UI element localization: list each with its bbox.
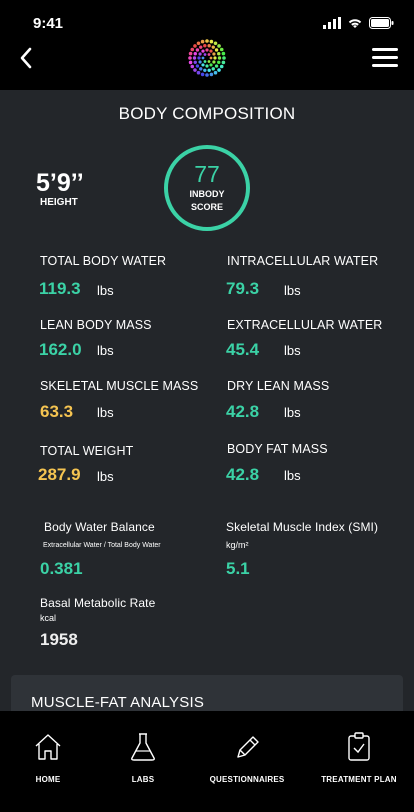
bottom-navigation: HOME LABS QUESTIONNAIRES TREATMENT PLAN [0, 711, 414, 812]
brand-logo [188, 39, 226, 77]
metric-unit: lbs [97, 343, 114, 358]
metric-unit: lbs [284, 343, 301, 358]
nav-label-home: HOME [35, 775, 61, 784]
bmr-unit: kcal [40, 613, 57, 623]
wifi-icon [348, 19, 362, 28]
body-water-balance-label: Body Water Balance [44, 520, 155, 534]
metric-value-extracellular-water: 45.4 [226, 340, 260, 359]
metric-label-total-weight: TOTAL WEIGHT [40, 444, 134, 458]
metric-unit: lbs [97, 405, 114, 420]
metric-label-intracellular-water: INTRACELLULAR WATER [227, 254, 379, 268]
nav-item-home[interactable]: HOME [0, 731, 98, 784]
metric-unit: lbs [97, 283, 114, 298]
clipboard-check-icon [348, 732, 370, 761]
metric-label-lean-body-mass: LEAN BODY MASS [40, 318, 152, 332]
smi-value: 5.1 [226, 559, 250, 578]
metric-label-dry-lean-mass: DRY LEAN MASS [227, 379, 330, 393]
pencil-icon [237, 736, 259, 758]
page-title: BODY COMPOSITION [118, 104, 296, 123]
flask-icon [131, 733, 155, 761]
app-header: 9:41 [0, 0, 414, 90]
metric-label-skeletal-muscle-mass: SKELETAL MUSCLE MASS [40, 379, 199, 393]
metric-unit: lbs [284, 283, 301, 298]
bmr-value: 1958 [40, 630, 78, 649]
nav-label-questionnaires: QUESTIONNAIRES [209, 775, 285, 784]
nav-label-treatment-plan: TREATMENT PLAN [321, 775, 397, 784]
hamburger-menu-icon[interactable] [372, 48, 398, 68]
height-value: 5’9’’ [36, 169, 84, 197]
muscle-fat-analysis-title: MUSCLE-FAT ANALYSIS [31, 694, 205, 711]
metric-value-intracellular-water: 79.3 [226, 279, 260, 298]
smi-unit: kg/m² [226, 540, 249, 550]
metric-value-skeletal-muscle-mass: 63.3 [40, 402, 74, 421]
score-label-line1: INBODY [189, 189, 225, 199]
metric-value-dry-lean-mass: 42.8 [226, 402, 260, 421]
bmr-label: Basal Metabolic Rate [40, 596, 156, 610]
body-water-balance-value: 0.381 [40, 559, 83, 578]
body-water-balance-note: Extracellular Water / Total Body Water [43, 542, 161, 549]
metric-value-total-weight: 287.9 [38, 465, 81, 484]
signal-icon [323, 17, 341, 29]
inbody-score-value: 77 [194, 161, 220, 187]
inbody-score-label: INBODY SCORE [168, 188, 246, 214]
height-label: HEIGHT [40, 197, 78, 208]
metric-unit: lbs [284, 468, 301, 483]
nav-item-treatment-plan[interactable]: TREATMENT PLAN [309, 731, 409, 784]
nav-item-questionnaires[interactable]: QUESTIONNAIRES [197, 731, 297, 784]
status-icons [323, 17, 394, 29]
metric-value-lean-body-mass: 162.0 [39, 340, 82, 359]
metric-unit: lbs [284, 405, 301, 420]
status-time: 9:41 [33, 15, 64, 32]
metric-label-total-body-water: TOTAL BODY WATER [40, 254, 167, 268]
metric-value-body-fat-mass: 42.8 [226, 465, 260, 484]
metric-value-total-body-water: 119.3 [39, 279, 81, 298]
metric-label-body-fat-mass: BODY FAT MASS [227, 442, 328, 456]
score-label-line2: SCORE [190, 202, 223, 212]
nav-item-labs[interactable]: LABS [93, 731, 193, 784]
smi-label: Skeletal Muscle Index (SMI) [226, 520, 379, 534]
metric-label-extracellular-water: EXTRACELLULAR WATER [227, 318, 383, 332]
nav-label-labs: LABS [131, 775, 155, 784]
home-icon [35, 734, 61, 760]
back-chevron-icon[interactable] [14, 44, 40, 72]
inbody-score-ring: 77 INBODY SCORE [164, 145, 250, 231]
metric-unit: lbs [97, 469, 114, 484]
battery-icon [369, 17, 394, 29]
